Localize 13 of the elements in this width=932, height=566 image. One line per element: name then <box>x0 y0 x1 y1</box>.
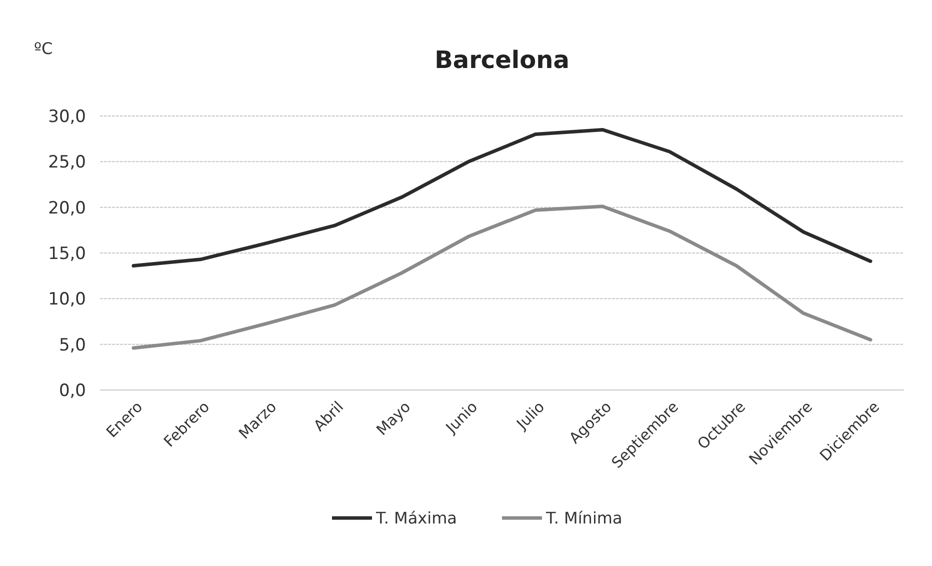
y-tick-label: 0,0 <box>58 380 86 401</box>
y-axis-title: ºC <box>34 39 53 58</box>
legend-label: T. Mínima <box>545 508 622 528</box>
y-tick-label: 30,0 <box>48 106 86 127</box>
y-tick-label: 15,0 <box>48 244 86 264</box>
legend-label: T. Máxima <box>375 508 457 528</box>
y-tick-label: 10,0 <box>48 290 86 310</box>
y-tick-label: 5,0 <box>58 335 86 356</box>
chart-title: Barcelona <box>434 46 570 74</box>
y-tick-label: 20,0 <box>48 198 86 218</box>
line-series <box>132 128 872 268</box>
line-series <box>132 204 872 350</box>
y-tick-label: 25,0 <box>48 152 86 173</box>
